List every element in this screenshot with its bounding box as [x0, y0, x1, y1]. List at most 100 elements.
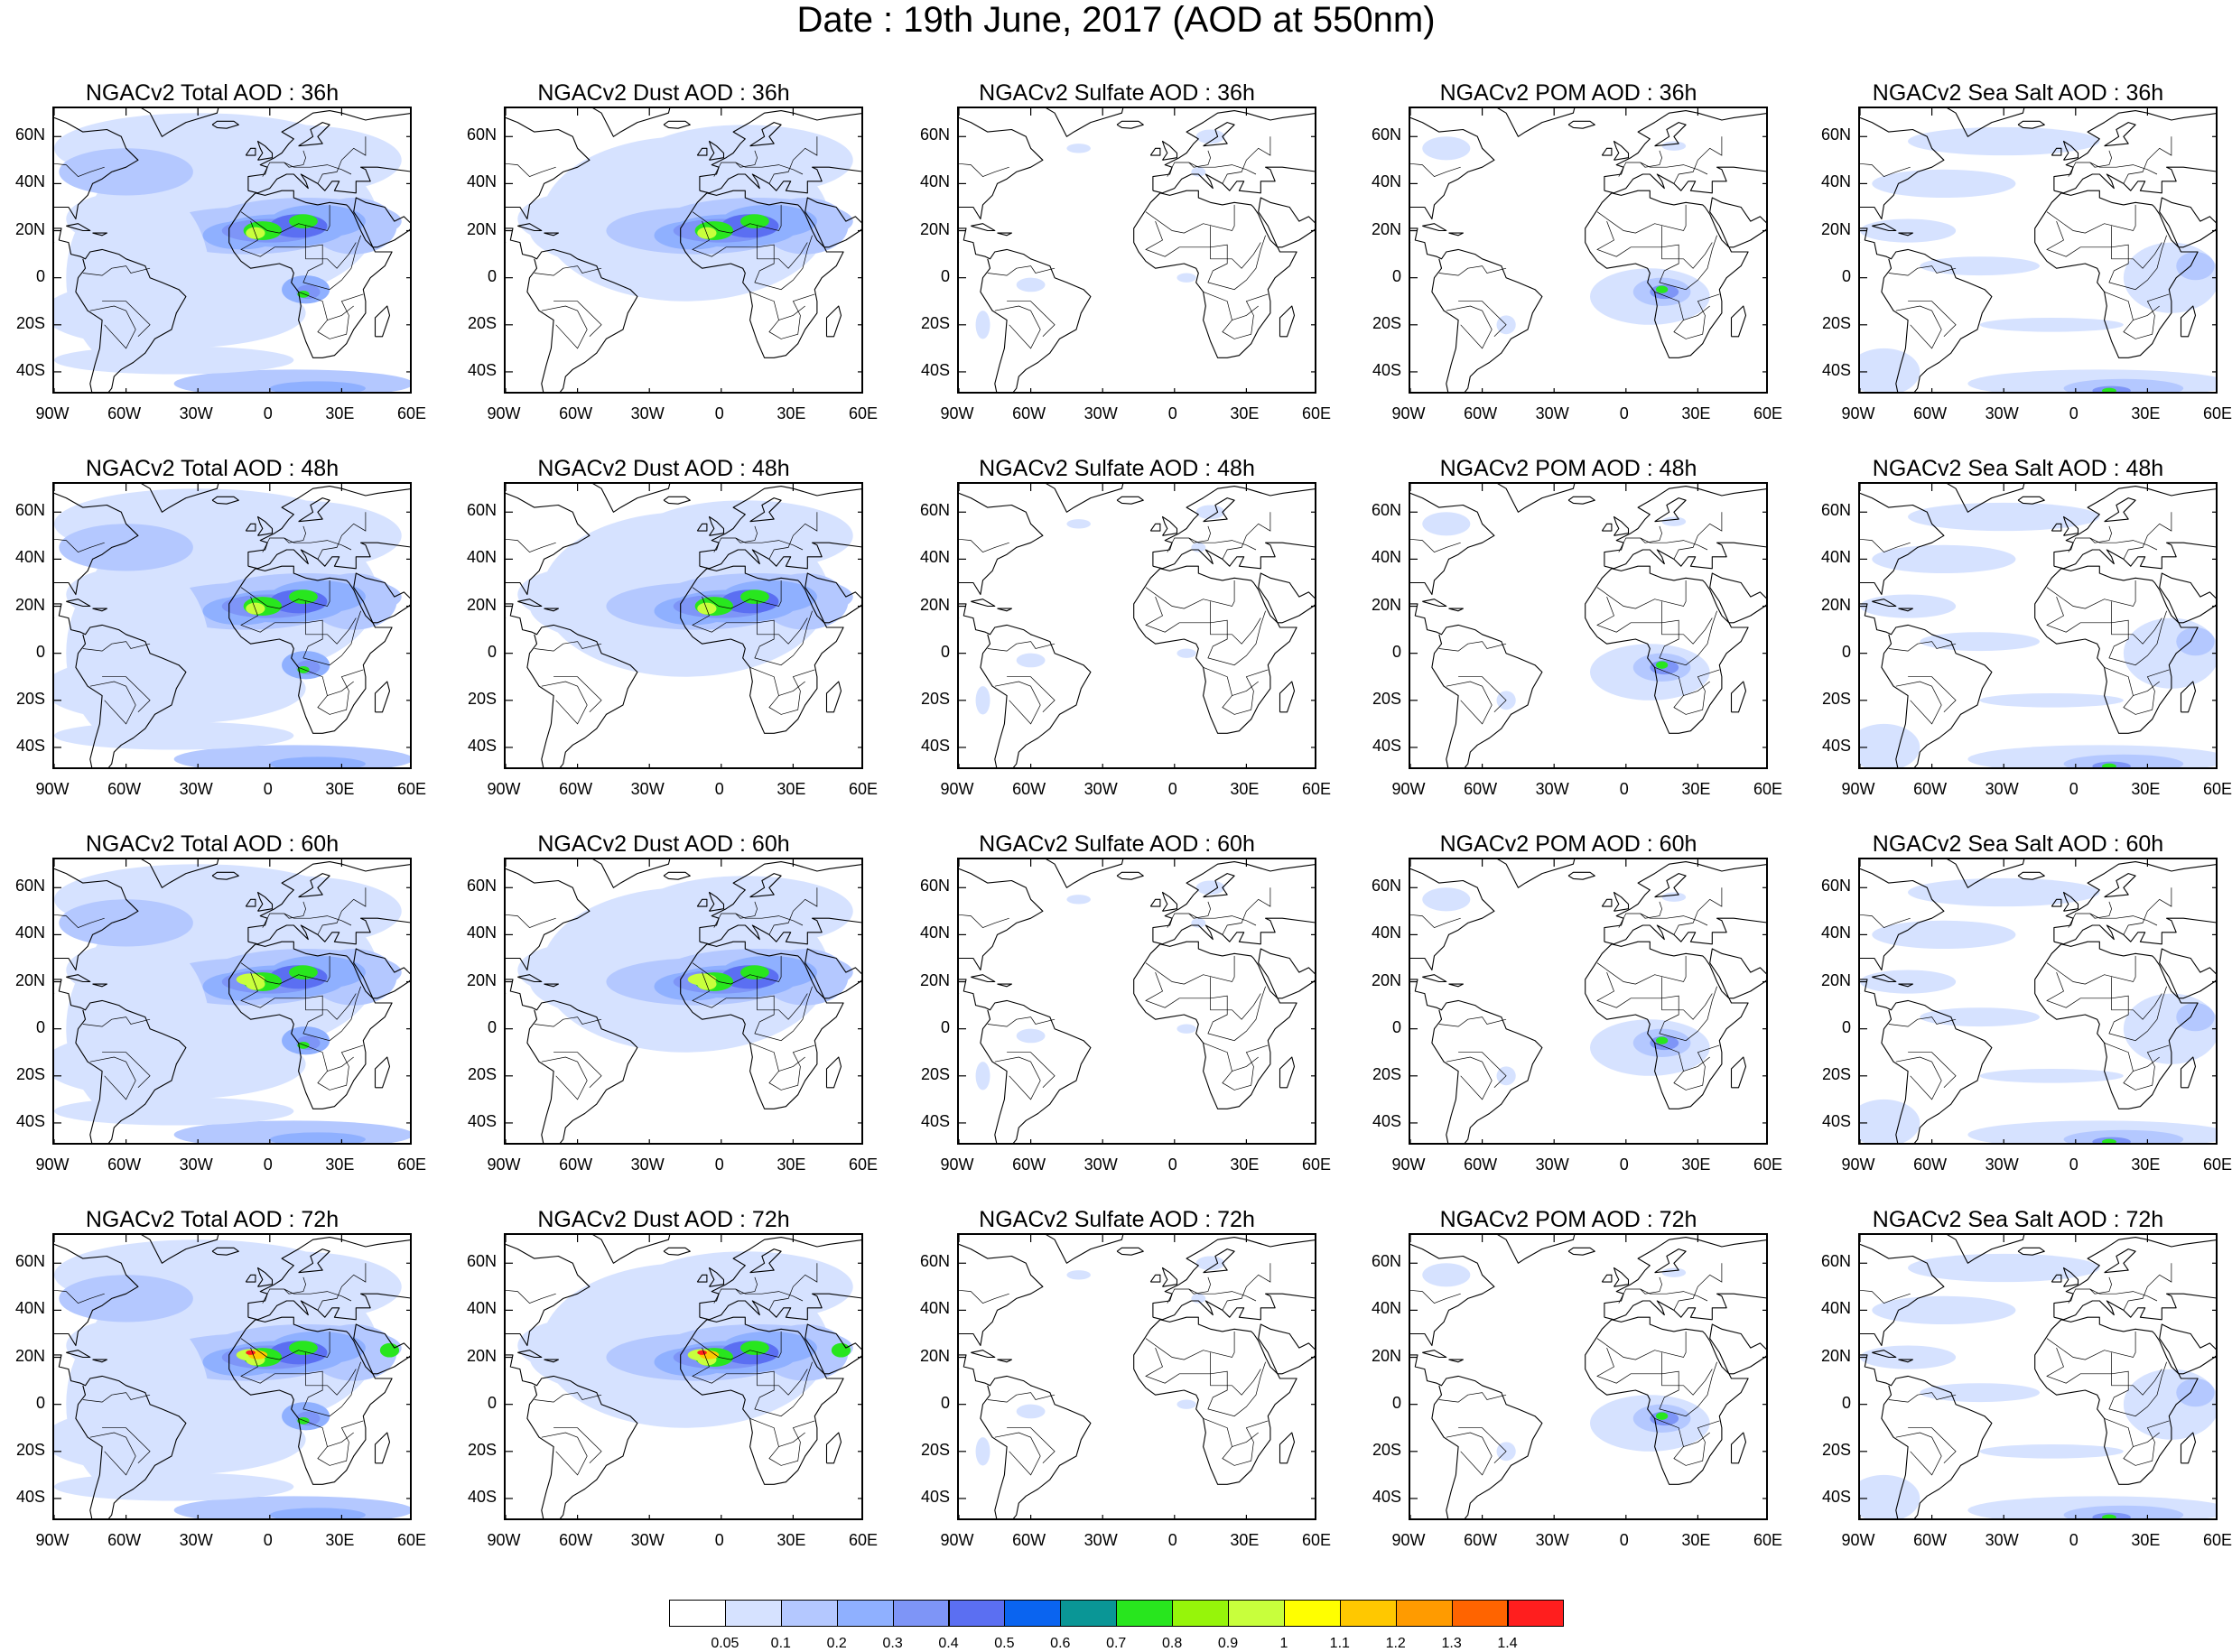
lat-tick-label: 20N: [1371, 219, 1401, 238]
lat-tick-label: 20N: [14, 219, 45, 238]
lat-tick-label: 40S: [1821, 360, 1851, 379]
lat-tick-label: 40S: [1821, 1487, 1851, 1506]
coastline: [1872, 599, 1897, 608]
coastline: [92, 608, 107, 612]
country-border: [1654, 291, 1720, 339]
lon-tick-label: 30W: [1083, 404, 1118, 422]
aod-contour: [66, 934, 210, 1123]
coastline: [1604, 110, 1766, 191]
colorbar-swatch: [948, 1600, 1006, 1627]
country-border: [1210, 1352, 1261, 1396]
country-border: [1661, 601, 1713, 645]
country-border: [1167, 1276, 1211, 1304]
aod-contour: [2176, 1003, 2215, 1032]
coastline: [2062, 140, 2079, 161]
coastline: [374, 1432, 391, 1464]
country-border: [2046, 955, 2136, 985]
country-border: [994, 305, 1041, 349]
coastline: [247, 861, 410, 942]
lon-tick-label: 60E: [1301, 1531, 1332, 1549]
coastline: [256, 891, 274, 912]
panel-title: NGACv2 Sea Salt AOD : 72h: [1872, 1207, 2164, 1232]
aod-field: [517, 876, 853, 1053]
country-border: [2089, 537, 2158, 551]
aod-map: [1410, 1235, 1766, 1518]
coastline: [1613, 891, 1630, 912]
coastline: [1654, 122, 1687, 147]
coastlines: [1860, 108, 2216, 392]
aod-contour: [1422, 887, 1471, 912]
coastline: [1448, 1359, 1464, 1363]
lon-tick-label: 0: [2069, 1155, 2079, 1174]
coastline: [696, 898, 708, 907]
country-border: [1640, 913, 1708, 926]
country-border: [1458, 301, 1507, 338]
aod-contour: [66, 1310, 210, 1499]
coastline: [245, 1274, 256, 1283]
lat-tick-label: 40S: [15, 736, 45, 755]
coastline: [1203, 497, 1235, 523]
lon-tick-label: 60W: [559, 1155, 593, 1174]
coastline: [2051, 147, 2062, 156]
country-border: [1673, 512, 1723, 560]
country-border: [1222, 512, 1271, 560]
lon-tick-label: 30W: [1083, 1155, 1118, 1174]
coastline: [544, 232, 559, 237]
coastline: [1203, 122, 1235, 147]
ticks: [1410, 108, 1766, 392]
coastline: [680, 565, 844, 734]
aod-contour: [1016, 1028, 1046, 1044]
coastline: [825, 681, 842, 713]
aod-contour: [975, 311, 990, 339]
coastline: [749, 873, 782, 898]
country-border: [2104, 291, 2170, 339]
lon-tick-label: 60E: [1301, 780, 1332, 798]
aod-map: [959, 108, 1315, 392]
country-border: [1596, 955, 1687, 985]
lat-tick-label: 40S: [15, 1111, 45, 1130]
lon-tick-label: 30W: [630, 1531, 665, 1549]
country-border: [1596, 580, 1687, 609]
country-border: [54, 1289, 105, 1304]
lon-tick-label: 90W: [1391, 1531, 1426, 1549]
lon-tick-label: 30W: [1083, 1531, 1118, 1549]
aod-field: [975, 505, 1225, 715]
country-border: [1458, 1052, 1507, 1089]
coastline: [1567, 1247, 1595, 1256]
panel-title: NGACv2 Total AOD : 36h: [85, 80, 339, 106]
lon-tick-label: 30W: [1535, 780, 1569, 798]
coastline: [2034, 190, 2199, 358]
aod-contour: [2176, 1378, 2215, 1407]
aod-field: [54, 113, 410, 392]
lat-tick-label: 0: [487, 642, 497, 661]
coastline: [1116, 496, 1144, 505]
lat-tick-label: 20N: [1371, 595, 1401, 614]
colorbar-label: 0.1: [770, 1636, 791, 1651]
country-border: [1673, 887, 1723, 935]
coastline: [663, 120, 691, 129]
map-panel-total-2: NGACv2 Total AOD : 48h 60N 40N 20N 0 20S 40S 90…: [0, 455, 426, 816]
lon-tick-label: 90W: [1841, 404, 1875, 422]
ticks: [54, 1235, 410, 1518]
coastline: [1947, 484, 2025, 513]
lon-tick-label: 0: [714, 1531, 724, 1549]
coastline: [1161, 1267, 1178, 1287]
country-border: [82, 641, 151, 652]
map-panel-seasalt-1: NGACv2 Sea Salt AOD : 36h 60N 40N 20N 0 20S 40…: [1806, 79, 2232, 441]
ticks: [54, 108, 410, 392]
country-borders: [1860, 136, 2172, 349]
lat-tick-label: 20S: [15, 313, 45, 332]
country-border: [692, 204, 782, 234]
lat-tick-label: 60N: [466, 501, 497, 520]
aod-contour: [379, 1342, 400, 1358]
aod-contour: [1016, 1404, 1046, 1419]
aod-contour: [1655, 1036, 1669, 1044]
lat-tick-label: 40S: [1372, 1111, 1401, 1130]
aod-contour: [1908, 502, 2100, 532]
coastlines: [506, 108, 861, 392]
country-border: [89, 681, 136, 725]
lon-tick-label: 60E: [396, 780, 427, 798]
coastline: [506, 492, 591, 596]
colorbar-label: 0.2: [826, 1636, 847, 1651]
lat-tick-label: 0: [940, 642, 950, 661]
